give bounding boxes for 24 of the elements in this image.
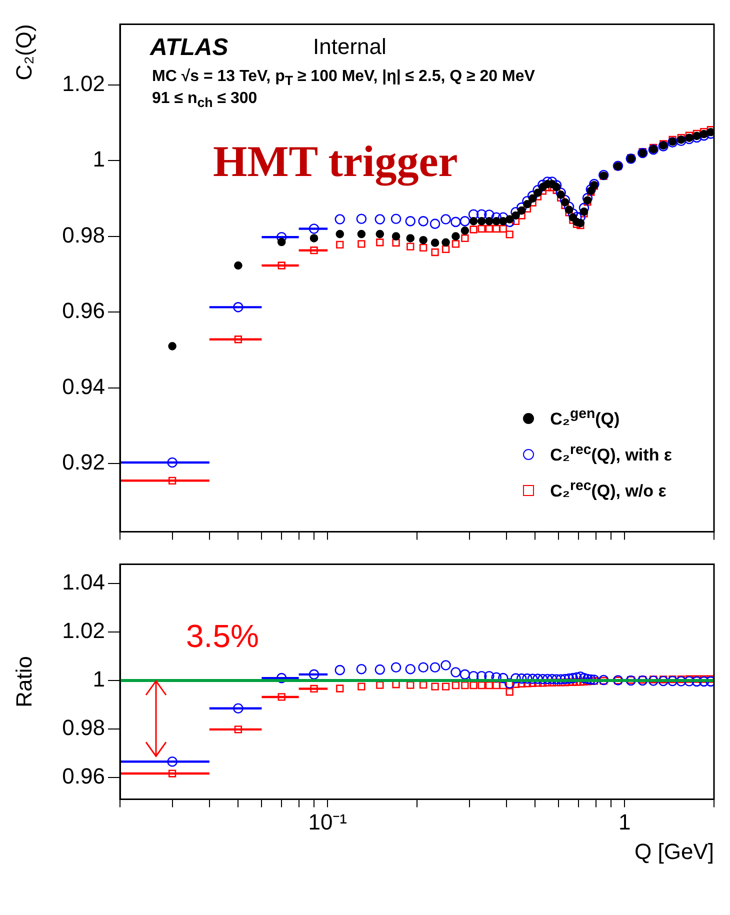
annotation: ATLAS	[150, 34, 228, 62]
y-tick-label: 1	[92, 146, 105, 172]
y-tick-label: 1.02	[62, 618, 105, 644]
y-tick-label: 0.98	[62, 222, 105, 248]
y-axis-title: Ratio	[11, 656, 36, 708]
y-tick-label: 1.04	[62, 570, 105, 595]
y-tick-label: 0.92	[62, 450, 105, 475]
y-tick-label: 0.94	[62, 374, 105, 399]
annotation: HMT trigger	[213, 136, 458, 187]
legend-label: C₂$^{rec}$(Q), w/o ε	[550, 478, 666, 502]
x-tick-label: 10⁻¹	[308, 809, 347, 834]
annotation: MC √s = 13 TeV, p$_{T}$ ≥ 100 MeV, |η| ≤ 2.5, Q ≥ 20 MeV	[152, 68, 535, 88]
y-axis-title: C₂(Q)	[11, 24, 36, 80]
y-tick-label: 1	[92, 666, 105, 692]
annotation: 91 ≤ n$_{ch}$ ≤ 300	[152, 90, 258, 110]
annotation: Internal	[313, 34, 386, 60]
annotation: 3.5%	[186, 618, 259, 656]
y-tick-label: 0.96	[62, 298, 105, 324]
y-tick-label: 0.98	[62, 715, 105, 740]
y-tick-label: 1.02	[62, 70, 105, 96]
legend-label: C₂$^{gen}$(Q)	[550, 406, 620, 430]
x-axis-title: Q [GeV]	[634, 838, 714, 864]
y-tick-label: 0.96	[62, 763, 105, 788]
legend-label: C₂$^{rec}$(Q), with ε	[550, 442, 672, 466]
